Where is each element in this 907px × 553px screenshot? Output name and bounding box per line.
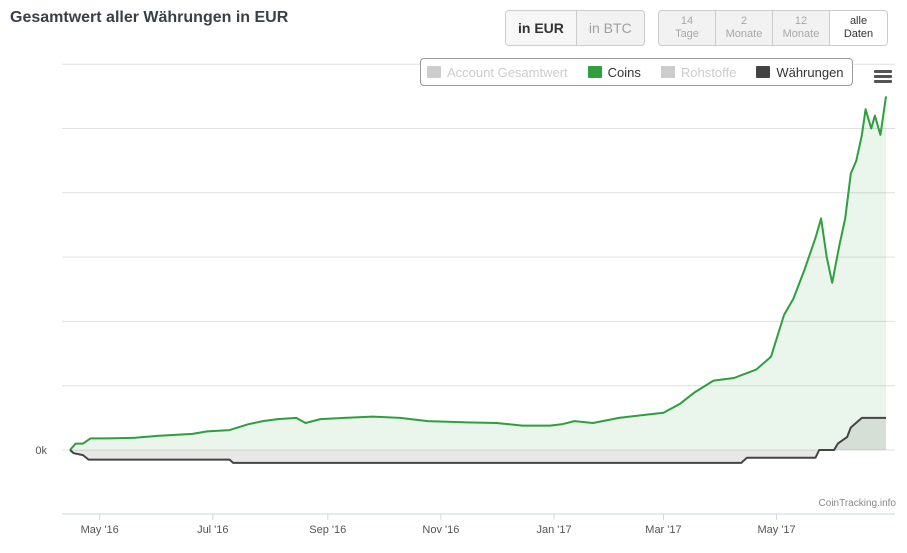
- legend-item-coins[interactable]: Coins: [587, 64, 641, 80]
- legend-label: Rohstoffe: [680, 64, 737, 80]
- range-button-unit: Monate: [725, 28, 763, 40]
- range-2-monate-button[interactable]: 2 Monate: [716, 11, 773, 45]
- x-tick-label: Sep '16: [309, 524, 346, 536]
- x-tick-label: May '17: [757, 524, 795, 536]
- y-axis: 0k: [35, 445, 47, 457]
- range-button-unit: Daten: [843, 28, 874, 40]
- legend-label: Coins: [607, 64, 641, 80]
- legend-label: Account Gesamtwert: [447, 64, 568, 80]
- range-button-value: 2: [740, 15, 748, 27]
- series-areas: [70, 96, 886, 463]
- area-coins: [70, 96, 886, 451]
- legend-item-rohstoffe[interactable]: Rohstoffe: [660, 64, 737, 80]
- x-tick-label: Jul '16: [197, 524, 228, 536]
- chart-title: Gesamtwert aller Währungen in EUR: [10, 9, 289, 26]
- in-btc-button[interactable]: in BTC: [588, 20, 632, 36]
- x-tick-label: Mar '17: [645, 524, 681, 536]
- line-coins[interactable]: [69, 96, 887, 451]
- legend-label: Währungen: [776, 64, 844, 80]
- range-button-value: 12: [794, 15, 808, 27]
- legend-swatch: [660, 66, 675, 78]
- x-tick-label: May '16: [81, 524, 119, 536]
- line-waehrungen[interactable]: [69, 416, 886, 464]
- series-lines: [69, 96, 887, 464]
- chart-legend: Account Gesamtwert Coins Rohstoffe Währu…: [420, 58, 853, 86]
- range-button-unit: Tage: [675, 28, 699, 40]
- credits-link[interactable]: CoinTracking.info: [819, 498, 897, 509]
- legend-swatch: [427, 66, 441, 78]
- range-alle-daten-button[interactable]: alle Daten: [830, 11, 887, 45]
- y-tick-label: 0k: [35, 445, 47, 457]
- area-waehrungen: [70, 417, 886, 463]
- range-button-value: alle: [849, 15, 868, 27]
- range-14-tage-button[interactable]: 14 Tage: [659, 11, 716, 45]
- x-tick-label: Nov '16: [422, 524, 459, 536]
- currency-toggle: in EUR in BTC: [505, 10, 645, 46]
- range-selector: 14 Tage 2 Monate 12 Monate alle Daten: [658, 10, 888, 46]
- legend-item-account-gesamtwert[interactable]: Account Gesamtwert: [427, 65, 568, 80]
- range-12-monate-button[interactable]: 12 Monate: [773, 11, 830, 45]
- legend-swatch: [756, 66, 771, 78]
- range-button-unit: Monate: [782, 28, 820, 40]
- legend-swatch: [587, 66, 602, 78]
- in-eur-button[interactable]: in EUR: [506, 11, 577, 45]
- range-button-value: 14: [680, 15, 694, 27]
- x-tick-label: Jan '17: [536, 524, 571, 536]
- hamburger-menu-icon[interactable]: [874, 70, 892, 84]
- x-axis: May '16 Jul '16 Sep '16 Nov '16 Jan '17 Mar '…: [62, 513, 895, 536]
- legend-item-waehrungen[interactable]: Währungen: [756, 64, 844, 80]
